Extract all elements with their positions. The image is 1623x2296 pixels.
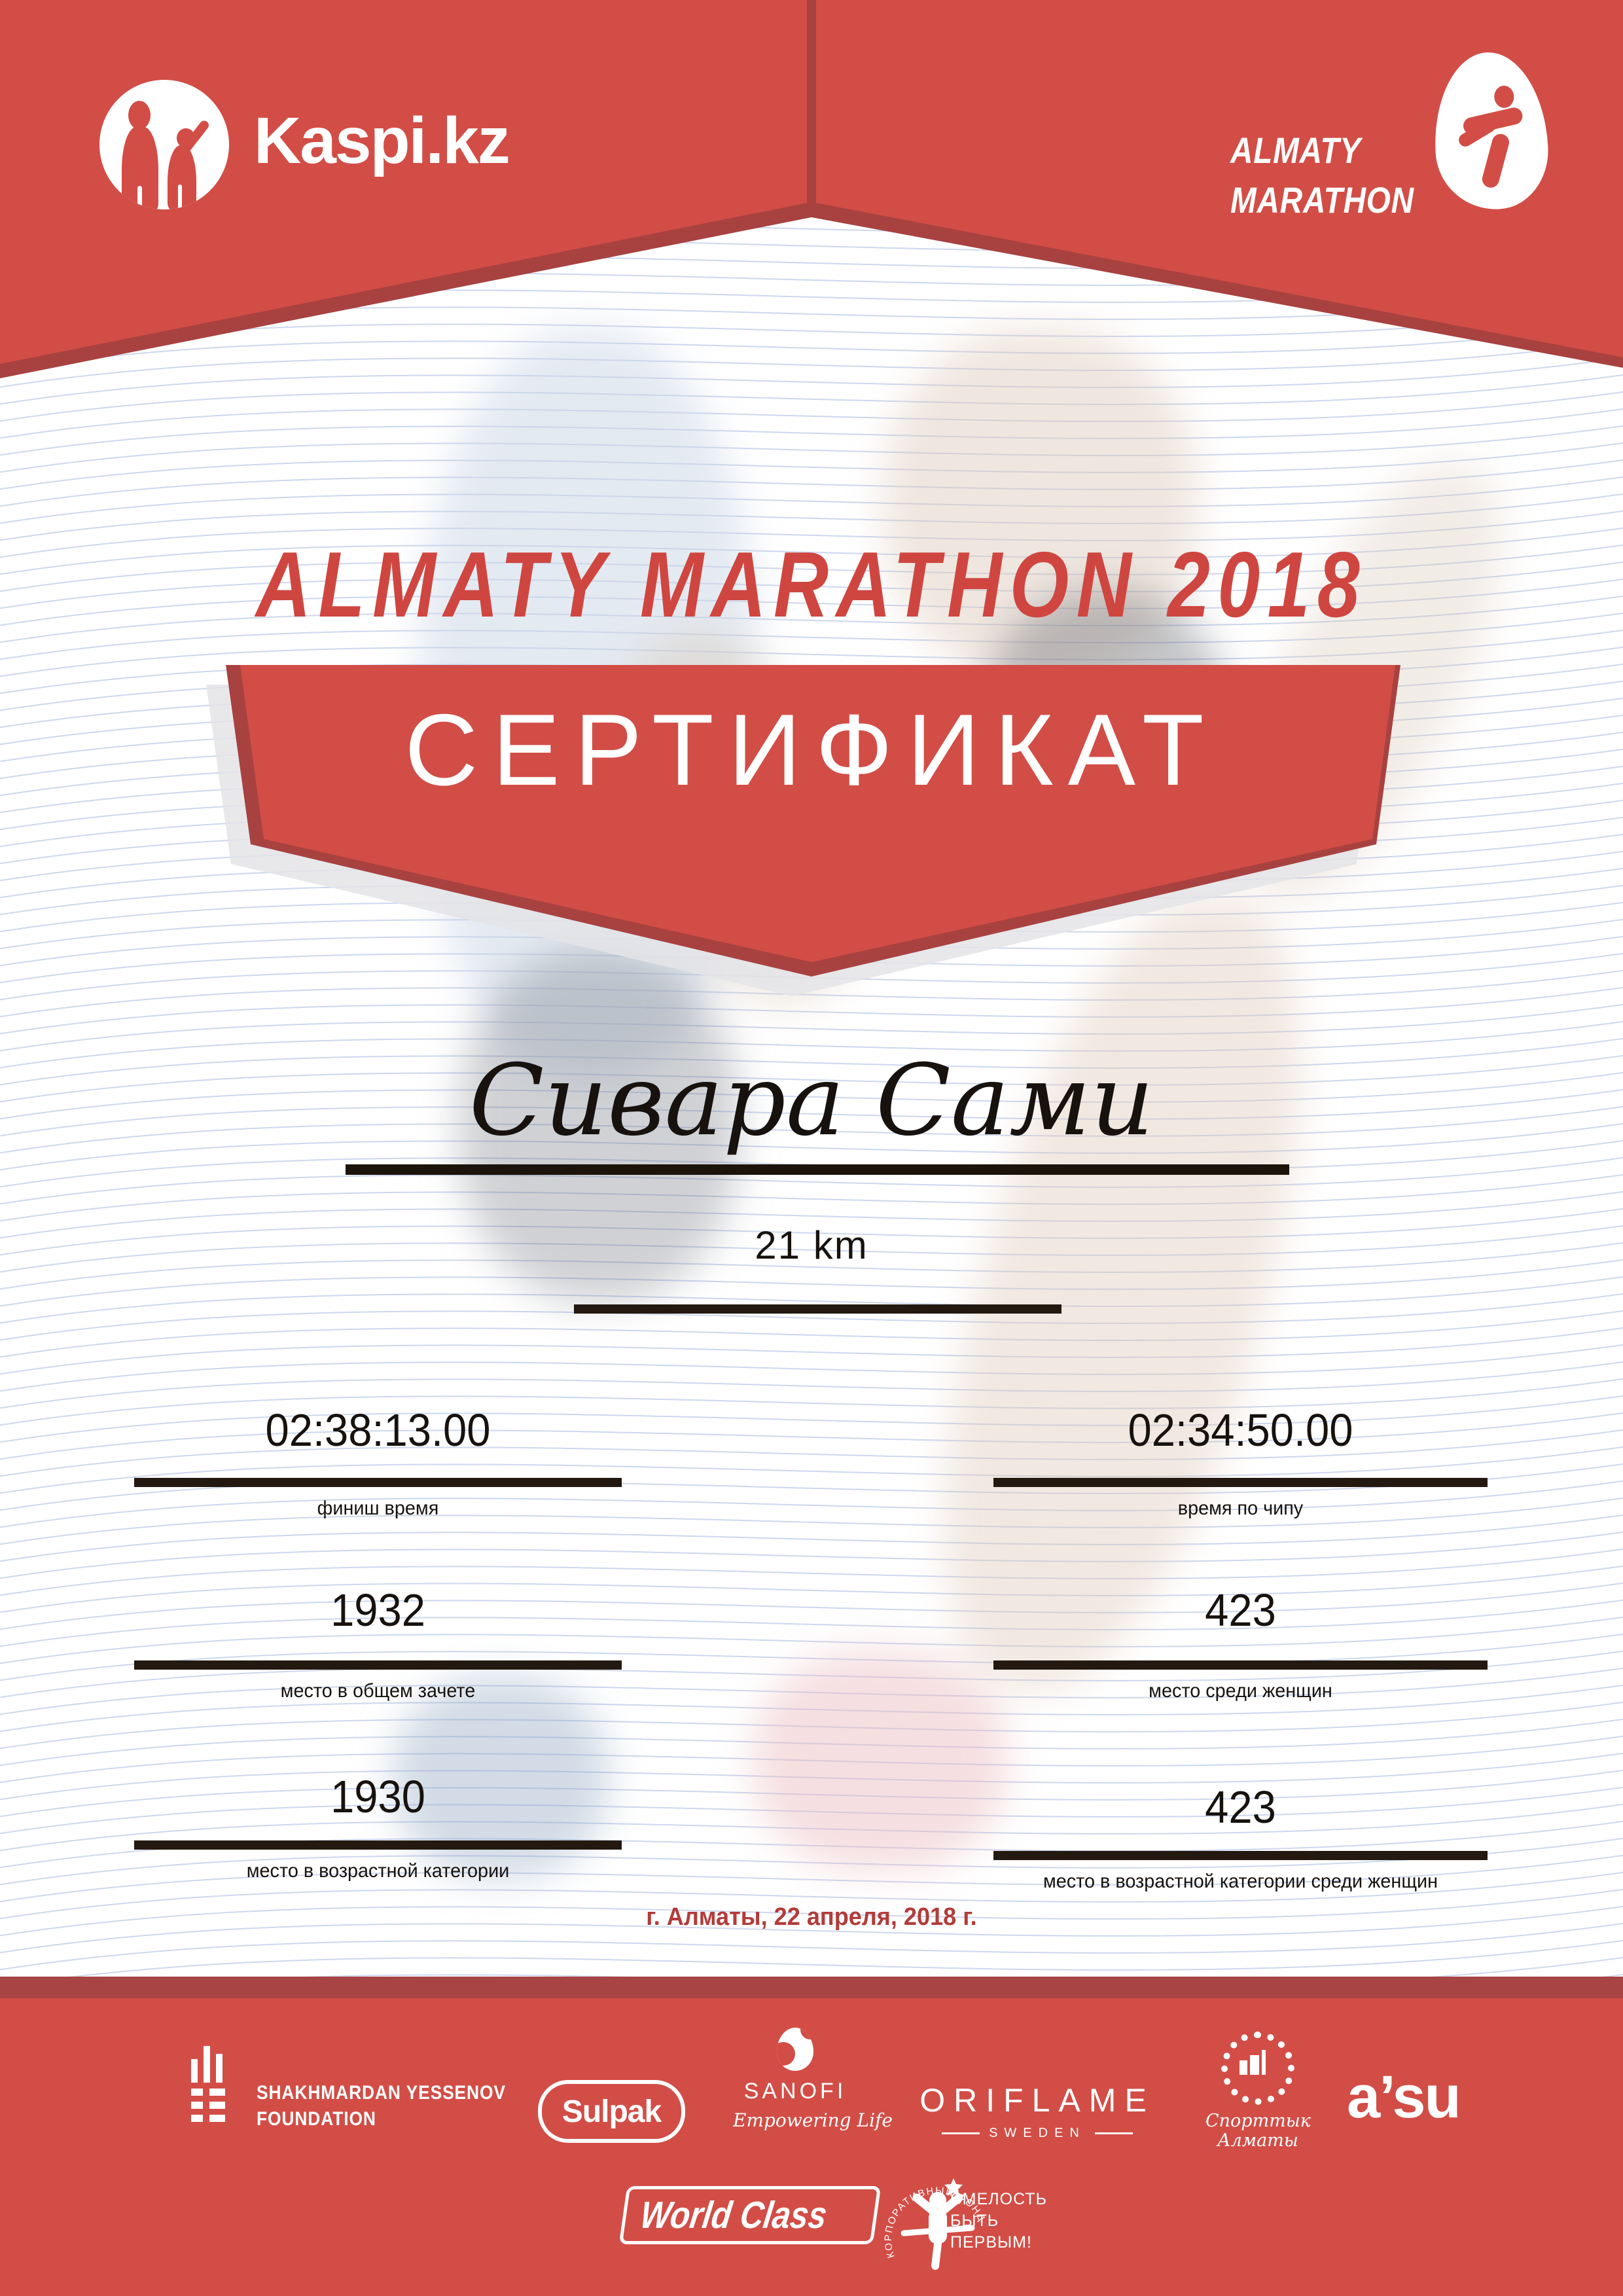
stat-rule [134,1478,622,1487]
stat-rule [134,1840,622,1850]
photo-blob [753,1649,1008,1872]
courage-fund-label: СМЕЛОСТЬ БЫТЬ ПЕРВЫМ! [950,2189,1047,2253]
fund-line3: ПЕРВЫМ! [950,2233,1032,2251]
participant-name: Сивара Сами [469,1044,1154,1158]
rule-left [942,2132,980,2134]
stat-value: 423 [1205,1585,1276,1636]
kaspi-figure-gap [137,186,142,209]
fund-line1: СМЕЛОСТЬ [950,2190,1048,2208]
almaty-marathon-wordmark: ALMATY MARATHON [1230,126,1414,225]
footer-accent-strip [0,1977,1623,1998]
rule-right [1094,2132,1133,2134]
distance-underline [574,1304,1061,1314]
stat-label: место среди женщин [1149,1680,1332,1702]
stat-women-place: 423 место среди женщин [993,1581,1488,1702]
worldclass-label: World Class [637,2194,830,2236]
sanofi-tagline: Empowering Life [733,2109,893,2131]
sport-almaty-emblem-icon [1221,2032,1294,2105]
sanofi-logo: SANOFI Empowering Life [733,2028,893,2131]
stat-rule [993,1478,1488,1487]
almaty-wordmark-line2: MARATHON [1230,179,1414,221]
yessenov-foundation-label: SHAKHMARDAN YESSENOV FOUNDATION [257,2080,506,2132]
skyline [1250,2055,1259,2075]
stat-label: финиш время [317,1498,439,1519]
date-location: г. Алматы, 22 апреля, 2018 г. [646,1903,977,1931]
sport-line1: Спорттык [1205,2111,1311,2131]
stat-label: место в возрастной категории [246,1860,510,1882]
kaspi-adult-figure [128,101,151,130]
stat-value: 02:34:50.00 [1128,1405,1353,1456]
stat-age-place: 1930 место в возрастной категории [134,1767,622,1882]
figure-torso [929,2210,947,2244]
stat-value: 02:38:13.00 [265,1405,491,1456]
oriflame-sweden-label: SWEDEN [989,2126,1086,2140]
stat-value: 1930 [330,1771,425,1822]
stat-chip-time: 02:34:50.00 время по чипу [993,1401,1488,1520]
courage-fund-emblem-icon: КОРПОРАТИВНЫЙ ФОНД [883,2178,986,2270]
sport-almaty-label: Спорттык Алматы [1205,2111,1311,2151]
worldclass-logo: World Class [618,2186,882,2244]
sport-almaty-logo: Спорттык Алматы [1205,2032,1311,2151]
stat-label: место в возрастной категории среди женщи… [1043,1871,1438,1892]
sanofi-bird-icon [777,2028,813,2071]
foundation-line2: FOUNDATION [257,2108,376,2130]
oriflame-logo: ORIFLAME SWEDEN [919,2081,1155,2141]
stat-rule [134,1660,622,1670]
sport-line2: Алматы [1217,2130,1298,2151]
foundation-squares [191,2102,237,2109]
kaspi-child-figure [168,145,196,209]
asu-logo: a’su [1347,2064,1461,2130]
stat-rule [993,1851,1488,1860]
figure-leg [931,2240,942,2270]
stat-age-women-place: 423 место в возрастной категории среди ж… [993,1778,1488,1893]
skyline [1240,2060,1247,2075]
skyline [1262,2050,1266,2075]
fund-line2: БЫТЬ [950,2212,999,2230]
foundation-bars [191,2046,237,2083]
runner-icon [1493,85,1515,109]
distance-value: 21 km [755,1223,868,1267]
sanofi-label: SANOFI [743,2079,847,2104]
certificate-banner: СЕРТИФИКАТ [203,645,1420,1001]
almaty-wordmark-line1: ALMATY [1230,130,1361,171]
runner-icon [1480,132,1511,190]
kaspi-figure-gap [178,185,182,209]
foundation-squares [191,2089,237,2096]
stat-finish-time: 02:38:13.00 финиш время [134,1401,622,1520]
figure-head [929,2192,946,2209]
name-underline [346,1164,1289,1175]
stat-value: 1932 [330,1585,425,1636]
oriflame-sweden-row: SWEDEN [919,2126,1155,2141]
oriflame-label: ORIFLAME [919,2082,1155,2119]
sulpak-label: Sulpak [562,2094,662,2129]
stat-rule [993,1660,1488,1670]
stat-label: место в общем зачете [280,1680,476,1702]
kaspi-wordmark: Kaspi.kz [254,104,510,177]
kaspi-logo-icon [99,80,229,209]
stat-overall-place: 1932 место в общем зачете [134,1581,622,1702]
stat-value: 423 [1205,1782,1276,1833]
stat-label: время по чипу [1177,1498,1304,1519]
foundation-line1: SHAKHMARDAN YESSENOV [257,2082,506,2104]
yessenov-foundation-icon [191,2046,237,2132]
event-title: ALMATY MARATHON 2018 [255,533,1368,637]
sulpak-logo: Sulpak [538,2080,685,2143]
certificate-label: СЕРТИФИКАТ [404,693,1219,806]
finish-ribbon [901,2225,975,2236]
foundation-squares [191,2115,237,2122]
star-icon [944,2178,963,2196]
